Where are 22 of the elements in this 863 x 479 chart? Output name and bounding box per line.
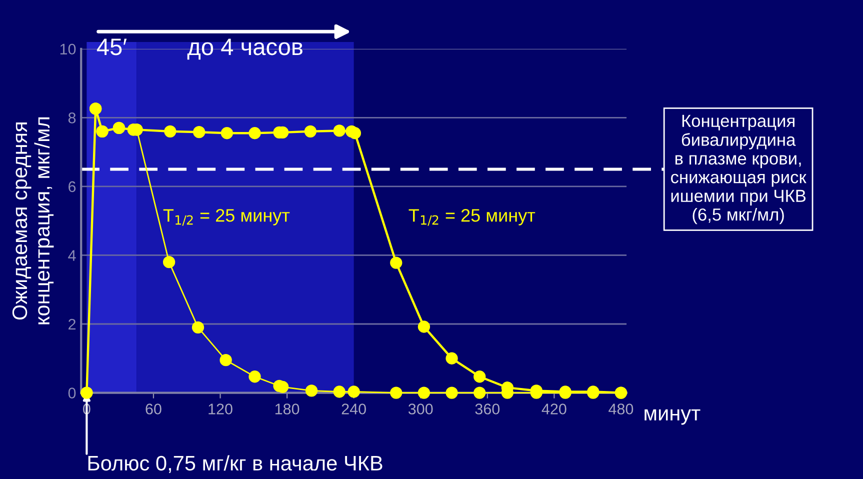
x-tick-label: 120: [208, 404, 232, 414]
y-tick-label: 8: [68, 112, 76, 124]
y-tick-label: 0: [68, 388, 76, 398]
band-label: до 4 часов: [187, 38, 302, 60]
x-axis-title: минут: [644, 409, 700, 425]
x-tick-label: 180: [275, 404, 300, 414]
x-tick-label: 60: [146, 404, 162, 414]
x-tick-label: 240: [342, 404, 366, 414]
x-tick-label: 480: [608, 404, 634, 414]
annotation: T$_{1/2}$ = 25 минут: [408, 209, 536, 226]
x-tick-label: 360: [475, 404, 500, 414]
ref-line-label: Концентрация бивалирудина в плазме крови, снижающая риск ишемии при ЧКВ (6,5 мкг/мл): [671, 114, 806, 224]
y-tick-label: 2: [68, 318, 76, 330]
y-axis-title: Ожидаемая средняя концентрация, мкг/мл: [12, 117, 54, 324]
y-tick-label: 4: [68, 250, 76, 261]
annotation: T$_{1/2}$ = 25 минут: [163, 209, 290, 226]
band-label: 45′: [96, 38, 127, 56]
x-tick-label: 300: [408, 404, 433, 414]
x-tick-label: 420: [542, 404, 566, 414]
y-tick-label: 6: [68, 181, 76, 192]
y-tick-label: 10: [60, 44, 76, 55]
text: Болюс 0,75 мг/кг в начале ЧКВ: [88, 455, 382, 474]
